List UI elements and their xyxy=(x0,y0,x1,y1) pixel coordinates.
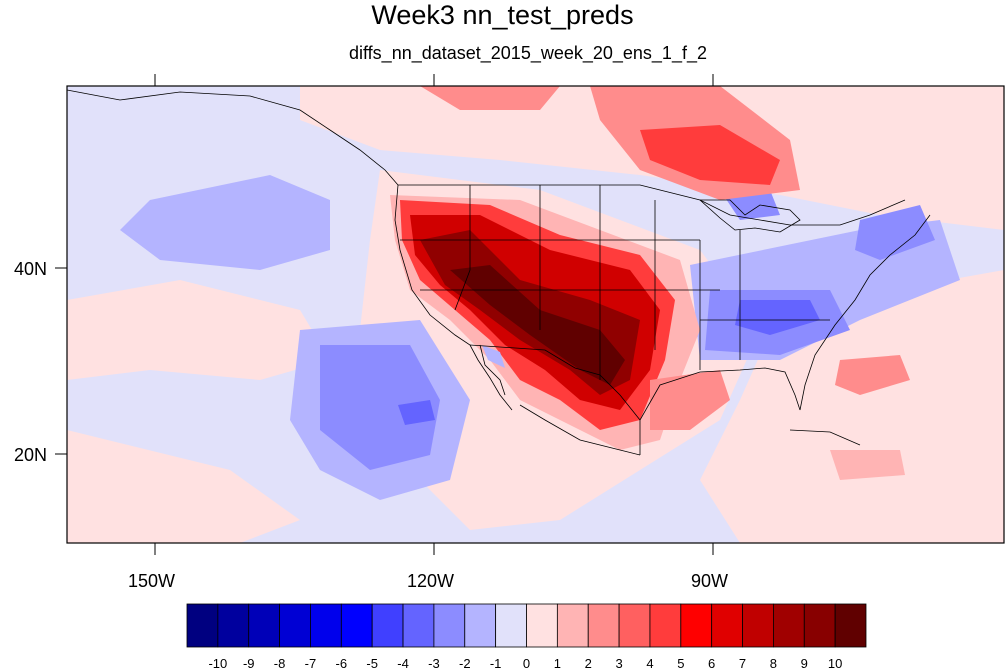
alaska-bc-coast xyxy=(66,89,399,186)
colorbar-tick-label: -3 xyxy=(428,656,440,671)
colorbar-box xyxy=(371,603,404,648)
colorbar-box xyxy=(618,603,651,648)
colorbar-tick-label: -6 xyxy=(335,656,348,671)
map-field xyxy=(67,86,1004,543)
colorbar-box xyxy=(402,603,435,648)
field-pacific-blue-3 xyxy=(320,345,440,470)
plot-frame xyxy=(66,85,1005,544)
field-us-warm-maroon xyxy=(450,265,625,385)
field-southwest-pink-band xyxy=(67,430,300,543)
colorbar-box xyxy=(310,603,342,648)
colorbar-tick-label: -2 xyxy=(458,656,471,671)
colorbar-tick-label: -7 xyxy=(304,656,317,671)
colorbar-tick-label: -1 xyxy=(489,656,502,671)
state-line-1 xyxy=(454,185,471,311)
field-west-pink-band xyxy=(67,280,330,380)
colorbar-tick-label: 2 xyxy=(584,656,592,671)
great-lakes xyxy=(698,199,801,233)
field-atlantic-red xyxy=(835,355,910,395)
colorbar-box xyxy=(186,603,219,648)
colorbar-tick-label: 0 xyxy=(522,656,531,671)
colorbar-box xyxy=(464,603,497,648)
colorbar-box xyxy=(433,603,466,648)
cuba-coast xyxy=(789,429,861,446)
field-pacific-blue-1 xyxy=(120,175,330,270)
colorbar-box xyxy=(803,603,836,648)
gulf-coast xyxy=(639,367,801,455)
colorbar-box xyxy=(711,603,743,648)
baja-coast xyxy=(479,344,506,396)
field-caribbean-red xyxy=(830,450,905,480)
colorbar-tick-label: 3 xyxy=(615,656,623,671)
colorbar-box xyxy=(495,603,527,648)
colorbar-tick-label: 6 xyxy=(708,656,716,671)
colorbar-tick-label: -4 xyxy=(397,656,409,671)
lat-label-40n: 40N xyxy=(14,259,48,279)
us-mexico-border xyxy=(469,344,641,421)
field-pacific-blue-core xyxy=(398,400,435,425)
field-north-red xyxy=(420,86,560,110)
colorbar-box xyxy=(217,603,250,648)
map-subtitle: diffs_nn_dataset_2015_week_20_ens_1_f_2 xyxy=(349,43,707,63)
mexico-coast xyxy=(519,404,641,456)
colorbar-tick-label: 5 xyxy=(677,656,685,671)
field-gulf-of-california-blue xyxy=(482,345,505,368)
colorbar-box xyxy=(556,603,589,648)
us-west-coast xyxy=(394,184,513,411)
colorbar-box xyxy=(279,603,311,648)
field-northeast-blue xyxy=(855,205,935,260)
geo-boundaries xyxy=(66,89,931,456)
colorbar-tick-label: -5 xyxy=(366,656,378,671)
colorbar-box xyxy=(834,603,867,648)
colorbar-box xyxy=(587,603,620,648)
us-east-coast xyxy=(799,214,931,411)
colorbar-box xyxy=(773,603,805,648)
field-canada-red-core xyxy=(640,125,780,185)
colorbar-box xyxy=(680,603,713,648)
colorbar-tick-label: 9 xyxy=(800,656,808,671)
colorbar-tick-label: 10 xyxy=(827,656,843,671)
colorbar-tick-label: -10 xyxy=(208,656,228,671)
lat-label-20n: 20N xyxy=(14,445,48,465)
colorbar-tick-label: 4 xyxy=(646,656,654,671)
colorbar-tick-label: 7 xyxy=(738,656,747,671)
colorbar-box xyxy=(248,603,280,648)
tick-marks xyxy=(55,74,714,555)
lon-label-90w: 90W xyxy=(691,571,729,591)
map-title: Week3 nn_test_preds xyxy=(371,0,634,30)
field-gulf-red xyxy=(650,370,730,430)
lon-label-150w: 150W xyxy=(128,571,176,591)
colorbar xyxy=(186,603,867,648)
colorbar-tick-label: 1 xyxy=(553,656,561,671)
lon-label-120w: 120W xyxy=(407,571,455,591)
field-southeast-blue-deep xyxy=(735,300,820,335)
us-canada-border xyxy=(398,184,906,226)
colorbar-tick-label: -8 xyxy=(273,656,286,671)
colorbar-box xyxy=(742,603,774,648)
colorbar-tick-label: -9 xyxy=(242,656,255,671)
colorbar-box xyxy=(340,603,373,648)
colorbar-tick-label: 8 xyxy=(769,656,778,671)
colorbar-box xyxy=(526,603,558,648)
colorbar-box xyxy=(649,603,682,648)
